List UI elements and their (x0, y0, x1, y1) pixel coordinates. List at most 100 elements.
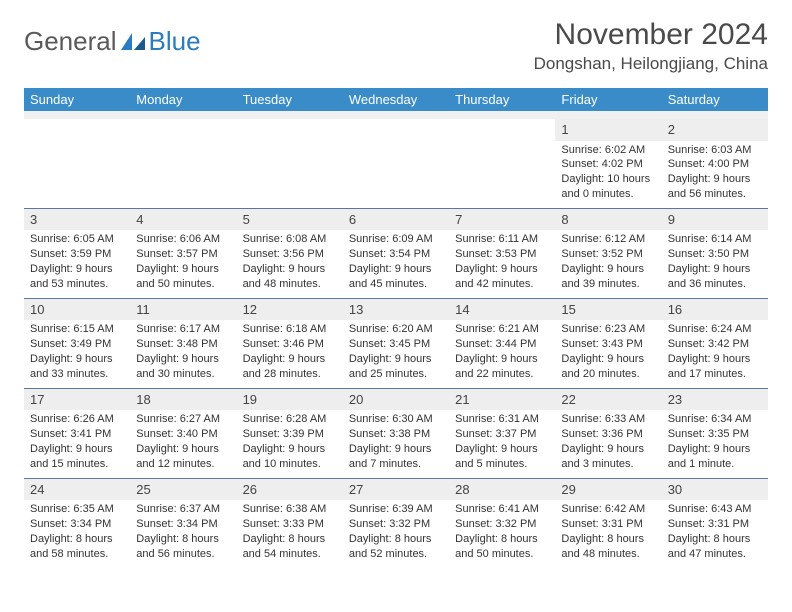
week-row: 10Sunrise: 6:15 AMSunset: 3:49 PMDayligh… (24, 298, 768, 388)
day-cell: 20Sunrise: 6:30 AMSunset: 3:38 PMDayligh… (343, 389, 449, 478)
day-body: Sunrise: 6:14 AMSunset: 3:50 PMDaylight:… (662, 230, 768, 297)
day-cell: 13Sunrise: 6:20 AMSunset: 3:45 PMDayligh… (343, 299, 449, 388)
daylight-line: Daylight: 8 hours and 54 minutes. (243, 532, 337, 562)
sunrise-line: Sunrise: 6:18 AM (243, 322, 337, 337)
day-cell: 10Sunrise: 6:15 AMSunset: 3:49 PMDayligh… (24, 299, 130, 388)
sunset-line: Sunset: 3:34 PM (30, 517, 124, 532)
day-number: 5 (237, 209, 343, 231)
day-body: Sunrise: 6:06 AMSunset: 3:57 PMDaylight:… (130, 230, 236, 297)
daylight-line: Daylight: 8 hours and 56 minutes. (136, 532, 230, 562)
day-body: Sunrise: 6:08 AMSunset: 3:56 PMDaylight:… (237, 230, 343, 297)
sunrise-line: Sunrise: 6:27 AM (136, 412, 230, 427)
day-body: Sunrise: 6:23 AMSunset: 3:43 PMDaylight:… (555, 320, 661, 387)
sunrise-line: Sunrise: 6:05 AM (30, 232, 124, 247)
sunset-line: Sunset: 3:54 PM (349, 247, 443, 262)
day-number: 23 (662, 389, 768, 411)
day-body: Sunrise: 6:11 AMSunset: 3:53 PMDaylight:… (449, 230, 555, 297)
day-cell: 18Sunrise: 6:27 AMSunset: 3:40 PMDayligh… (130, 389, 236, 478)
day-cell: 25Sunrise: 6:37 AMSunset: 3:34 PMDayligh… (130, 479, 236, 568)
daylight-line: Daylight: 9 hours and 1 minute. (668, 442, 762, 472)
daylight-line: Daylight: 9 hours and 36 minutes. (668, 262, 762, 292)
day-number: 25 (130, 479, 236, 501)
weekday-header-row: SundayMondayTuesdayWednesdayThursdayFrid… (24, 88, 768, 111)
day-cell: 12Sunrise: 6:18 AMSunset: 3:46 PMDayligh… (237, 299, 343, 388)
daylight-line: Daylight: 9 hours and 20 minutes. (561, 352, 655, 382)
daylight-line: Daylight: 8 hours and 47 minutes. (668, 532, 762, 562)
sunset-line: Sunset: 3:34 PM (136, 517, 230, 532)
sunset-line: Sunset: 3:44 PM (455, 337, 549, 352)
day-number: 21 (449, 389, 555, 411)
day-number: 13 (343, 299, 449, 321)
day-number: 19 (237, 389, 343, 411)
daylight-line: Daylight: 9 hours and 50 minutes. (136, 262, 230, 292)
day-cell: 19Sunrise: 6:28 AMSunset: 3:39 PMDayligh… (237, 389, 343, 478)
day-cell (237, 119, 343, 208)
day-body: Sunrise: 6:02 AMSunset: 4:02 PMDaylight:… (555, 141, 661, 208)
day-number: 28 (449, 479, 555, 501)
day-number: 26 (237, 479, 343, 501)
day-cell: 5Sunrise: 6:08 AMSunset: 3:56 PMDaylight… (237, 209, 343, 298)
logo-text-general: General (24, 26, 117, 57)
sunset-line: Sunset: 3:56 PM (243, 247, 337, 262)
day-cell: 28Sunrise: 6:41 AMSunset: 3:32 PMDayligh… (449, 479, 555, 568)
sunrise-line: Sunrise: 6:42 AM (561, 502, 655, 517)
day-body: Sunrise: 6:18 AMSunset: 3:46 PMDaylight:… (237, 320, 343, 387)
weekday-header: Saturday (662, 88, 768, 111)
sunset-line: Sunset: 3:41 PM (30, 427, 124, 442)
day-body: Sunrise: 6:03 AMSunset: 4:00 PMDaylight:… (662, 141, 768, 208)
sunset-line: Sunset: 3:48 PM (136, 337, 230, 352)
weekday-header: Sunday (24, 88, 130, 111)
calendar: SundayMondayTuesdayWednesdayThursdayFrid… (24, 88, 768, 568)
day-body: Sunrise: 6:12 AMSunset: 3:52 PMDaylight:… (555, 230, 661, 297)
daylight-line: Daylight: 9 hours and 45 minutes. (349, 262, 443, 292)
sunset-line: Sunset: 4:02 PM (561, 157, 655, 172)
sunrise-line: Sunrise: 6:17 AM (136, 322, 230, 337)
header: General Blue November 2024 Dongshan, Hei… (24, 18, 768, 74)
day-cell: 24Sunrise: 6:35 AMSunset: 3:34 PMDayligh… (24, 479, 130, 568)
day-number: 1 (555, 119, 661, 141)
sunrise-line: Sunrise: 6:14 AM (668, 232, 762, 247)
day-cell: 30Sunrise: 6:43 AMSunset: 3:31 PMDayligh… (662, 479, 768, 568)
day-cell: 23Sunrise: 6:34 AMSunset: 3:35 PMDayligh… (662, 389, 768, 478)
day-cell: 26Sunrise: 6:38 AMSunset: 3:33 PMDayligh… (237, 479, 343, 568)
day-body: Sunrise: 6:26 AMSunset: 3:41 PMDaylight:… (24, 410, 130, 477)
daylight-line: Daylight: 9 hours and 17 minutes. (668, 352, 762, 382)
sunset-line: Sunset: 3:45 PM (349, 337, 443, 352)
day-body: Sunrise: 6:24 AMSunset: 3:42 PMDaylight:… (662, 320, 768, 387)
sunrise-line: Sunrise: 6:38 AM (243, 502, 337, 517)
sunrise-line: Sunrise: 6:20 AM (349, 322, 443, 337)
sunrise-line: Sunrise: 6:06 AM (136, 232, 230, 247)
day-number: 17 (24, 389, 130, 411)
sunrise-line: Sunrise: 6:12 AM (561, 232, 655, 247)
daylight-line: Daylight: 8 hours and 50 minutes. (455, 532, 549, 562)
sunset-line: Sunset: 3:37 PM (455, 427, 549, 442)
sunrise-line: Sunrise: 6:26 AM (30, 412, 124, 427)
month-title: November 2024 (534, 18, 768, 52)
day-body: Sunrise: 6:15 AMSunset: 3:49 PMDaylight:… (24, 320, 130, 387)
title-block: November 2024 Dongshan, Heilongjiang, Ch… (534, 18, 768, 74)
spacer (24, 111, 768, 119)
day-body: Sunrise: 6:37 AMSunset: 3:34 PMDaylight:… (130, 500, 236, 567)
day-number: 27 (343, 479, 449, 501)
weekday-header: Thursday (449, 88, 555, 111)
daylight-line: Daylight: 9 hours and 33 minutes. (30, 352, 124, 382)
day-body: Sunrise: 6:31 AMSunset: 3:37 PMDaylight:… (449, 410, 555, 477)
day-number: 2 (662, 119, 768, 141)
sunset-line: Sunset: 3:33 PM (243, 517, 337, 532)
day-number (449, 119, 555, 141)
day-cell: 11Sunrise: 6:17 AMSunset: 3:48 PMDayligh… (130, 299, 236, 388)
day-cell: 6Sunrise: 6:09 AMSunset: 3:54 PMDaylight… (343, 209, 449, 298)
daylight-line: Daylight: 8 hours and 58 minutes. (30, 532, 124, 562)
daylight-line: Daylight: 9 hours and 39 minutes. (561, 262, 655, 292)
sunrise-line: Sunrise: 6:21 AM (455, 322, 549, 337)
day-body: Sunrise: 6:27 AMSunset: 3:40 PMDaylight:… (130, 410, 236, 477)
day-number: 14 (449, 299, 555, 321)
sunrise-line: Sunrise: 6:15 AM (30, 322, 124, 337)
day-body: Sunrise: 6:33 AMSunset: 3:36 PMDaylight:… (555, 410, 661, 477)
sunrise-line: Sunrise: 6:09 AM (349, 232, 443, 247)
sunrise-line: Sunrise: 6:28 AM (243, 412, 337, 427)
daylight-line: Daylight: 9 hours and 5 minutes. (455, 442, 549, 472)
sunrise-line: Sunrise: 6:08 AM (243, 232, 337, 247)
daylight-line: Daylight: 9 hours and 3 minutes. (561, 442, 655, 472)
sunset-line: Sunset: 3:32 PM (455, 517, 549, 532)
